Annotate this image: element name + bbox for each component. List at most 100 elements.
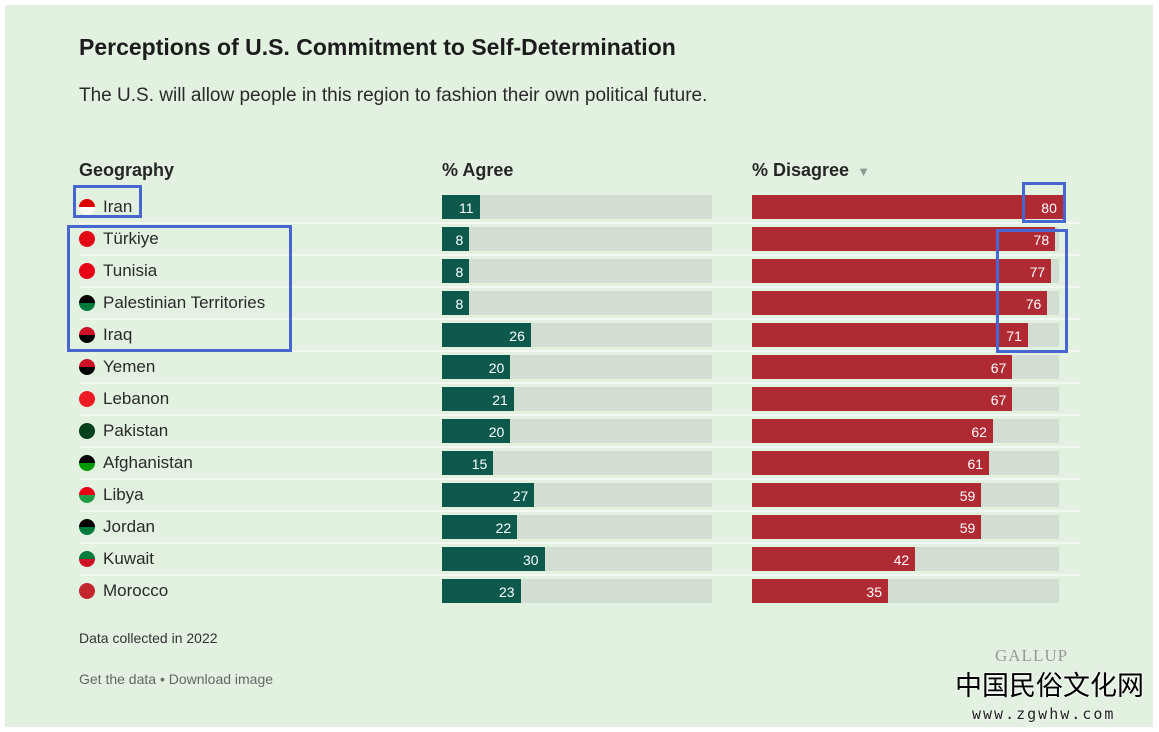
disagree-bar <box>752 419 993 443</box>
disagree-value-label: 35 <box>866 584 882 600</box>
agree-value-label: 11 <box>459 200 474 216</box>
country-label: Iran <box>103 197 133 216</box>
row-separator <box>79 542 1079 544</box>
disagree-bar <box>752 355 1013 379</box>
table-row: Yemen 20 67 <box>79 351 1079 383</box>
country-label: Afghanistan <box>103 453 193 472</box>
flag-icon <box>79 487 95 503</box>
agree-bar <box>442 259 470 283</box>
disagree-value-label: 59 <box>959 520 976 536</box>
country-label: Lebanon <box>103 389 170 408</box>
disagree-bar <box>752 451 990 475</box>
disagree-value-label: 59 <box>959 488 976 504</box>
row-separator <box>79 286 1079 288</box>
link-separator: • <box>156 671 169 687</box>
disagree-bar <box>752 259 1052 283</box>
country-label: Tunisia <box>103 261 158 280</box>
agree-bar <box>442 387 514 411</box>
footer-links: Get the data • Download image <box>79 671 273 687</box>
flag-icon <box>79 455 95 471</box>
disagree-bar <box>752 515 982 539</box>
disagree-bar <box>752 323 1028 347</box>
disagree-bar <box>752 195 1063 219</box>
agree-bar <box>442 515 518 539</box>
disagree-value-label: 76 <box>1025 296 1042 312</box>
row-separator <box>79 446 1079 448</box>
disagree-value-label: 78 <box>1033 232 1050 248</box>
disagree-value-label: 62 <box>971 424 987 440</box>
disagree-bar <box>752 579 888 603</box>
disagree-value-label: 42 <box>893 552 910 568</box>
header-agree[interactable]: % Agree <box>442 160 514 180</box>
agree-bar <box>442 195 480 219</box>
table-row: Kuwait 30 42 <box>79 543 1079 575</box>
agree-bar <box>442 579 521 603</box>
table-row: Iraq 26 71 <box>79 319 1079 351</box>
row-separator <box>79 574 1079 576</box>
agree-bar <box>442 419 511 443</box>
agree-track <box>442 291 712 315</box>
disagree-bar <box>752 483 982 507</box>
row-separator <box>79 254 1079 256</box>
agree-bar <box>442 291 470 315</box>
get-data-link[interactable]: Get the data <box>79 671 157 687</box>
table-row: Pakistan 20 62 <box>79 415 1079 447</box>
agree-bar <box>442 547 545 571</box>
flag-icon <box>79 231 95 247</box>
disagree-value-label: 77 <box>1029 264 1046 280</box>
flag-icon <box>79 295 95 311</box>
row-separator <box>79 350 1079 352</box>
agree-bar <box>442 483 535 507</box>
country-label: Morocco <box>103 581 169 600</box>
annotation-box-values <box>996 229 1068 353</box>
annotation-box-iran <box>73 185 142 218</box>
header-disagree-label: % Disagree <box>752 160 850 180</box>
country-label: Iraq <box>103 325 133 344</box>
country-label: Jordan <box>103 517 155 536</box>
flag-icon <box>79 583 95 599</box>
flag-icon <box>79 199 95 215</box>
gallup-logo: GALLUP <box>995 646 1069 665</box>
flag-icon <box>79 359 95 375</box>
country-label: Palestinian Territories <box>103 293 266 312</box>
flag-icon <box>79 391 95 407</box>
agree-bar <box>442 355 511 379</box>
table-row: Lebanon 21 67 <box>79 383 1079 415</box>
agree-value-label: 8 <box>455 264 464 280</box>
row-separator <box>79 414 1079 416</box>
watermark-chinese: 中国民俗文化网 <box>955 671 1144 702</box>
agree-value-label: 20 <box>488 424 505 440</box>
row-separator <box>79 222 1079 224</box>
row-separator <box>79 478 1079 480</box>
data-note: Data collected in 2022 <box>79 630 218 646</box>
chart-subtitle: The U.S. will allow people in this regio… <box>79 85 708 106</box>
flag-icon <box>79 423 95 439</box>
agree-bar <box>442 323 531 347</box>
country-label: Pakistan <box>103 421 169 440</box>
chart-title: Perceptions of U.S. Commitment to Self-D… <box>79 34 676 60</box>
agree-value-label: 20 <box>488 360 505 376</box>
watermark-url: www.zgwhw.com <box>972 705 1116 723</box>
country-label: Türkiye <box>103 229 159 248</box>
flag-icon <box>79 327 95 343</box>
sort-descending-icon[interactable]: ▼ <box>857 164 870 179</box>
header-disagree[interactable]: % Disagree ▼ <box>752 160 870 181</box>
annotation-box-80 <box>1022 182 1066 223</box>
disagree-bar <box>752 547 916 571</box>
agree-bar <box>442 227 470 251</box>
download-image-link[interactable]: Download image <box>168 671 274 687</box>
disagree-value-label: 67 <box>990 360 1007 376</box>
country-label: Kuwait <box>103 549 155 568</box>
agree-value-label: 22 <box>495 520 512 536</box>
agree-value-label: 30 <box>522 552 539 568</box>
flag-icon <box>79 263 95 279</box>
disagree-value-label: 71 <box>1006 328 1022 344</box>
row-separator <box>79 382 1079 384</box>
agree-track <box>442 259 712 283</box>
table-row: Jordan 22 59 <box>79 511 1079 543</box>
header-geography: Geography <box>79 160 175 180</box>
flag-icon <box>79 551 95 567</box>
disagree-value-label: 61 <box>967 456 984 472</box>
agree-track <box>442 195 712 219</box>
country-label: Libya <box>103 485 144 504</box>
